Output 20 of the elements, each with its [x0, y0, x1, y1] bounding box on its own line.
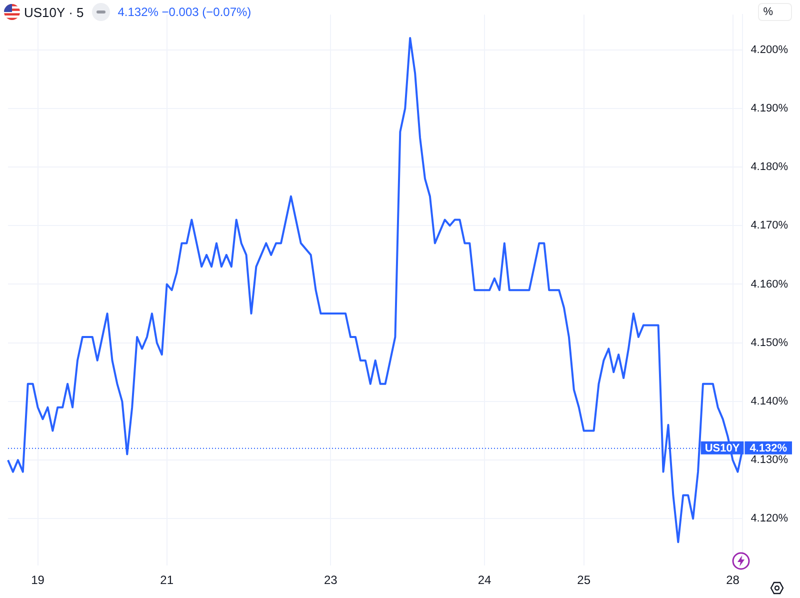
y-tick-label: 4.140%	[750, 396, 788, 408]
y-tick-label: 4.170%	[750, 220, 788, 232]
y-axis-title: %	[758, 3, 792, 21]
x-tick-label: 23	[324, 573, 338, 588]
text: 4.132%	[750, 442, 788, 454]
y-tick-label: 4.200%	[750, 44, 788, 56]
y-tick-label: 4.150%	[750, 336, 788, 349]
chart-subtitle: 4.132% −0.003 (−0.07%)	[118, 5, 252, 19]
y-tick-label: 4.180%	[750, 161, 788, 174]
y-tick-label: 4.160%	[750, 278, 788, 290]
y-tick-label: 4.190%	[750, 102, 788, 114]
chart-title: US10Y · 5	[24, 4, 84, 20]
x-tick-label: 19	[31, 573, 45, 588]
x-tick-label: 21	[160, 573, 174, 588]
y-tick-label: 4.130%	[750, 454, 788, 466]
y-tick-label: 4.120%	[750, 512, 788, 525]
x-tick-label: 24	[478, 573, 492, 588]
x-tick-label: 25	[577, 573, 591, 588]
x-tick-label: 28	[726, 573, 740, 588]
ref-line-label: US10Y	[704, 442, 740, 454]
